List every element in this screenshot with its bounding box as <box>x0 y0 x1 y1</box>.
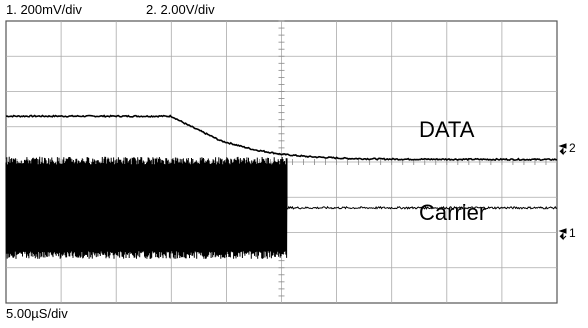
timebase-label: 5.00µS/div <box>6 306 68 321</box>
channel-2-scale: 2. 2.00V/div <box>146 2 215 17</box>
channel-2-marker: 2 <box>558 141 576 156</box>
data-trace <box>5 114 558 162</box>
series-label-carrier: Carrier <box>419 200 486 225</box>
series-label-data: DATA <box>419 117 475 142</box>
channel-1-scale: 1. 200mV/div <box>6 2 82 17</box>
channel-2-marker-label: 2 <box>569 141 576 155</box>
channel-1-marker: 1 <box>558 226 576 241</box>
graticule <box>5 20 558 304</box>
traces <box>5 114 558 259</box>
carrier-trace <box>5 156 558 259</box>
channel-1-marker-label: 1 <box>569 226 576 240</box>
